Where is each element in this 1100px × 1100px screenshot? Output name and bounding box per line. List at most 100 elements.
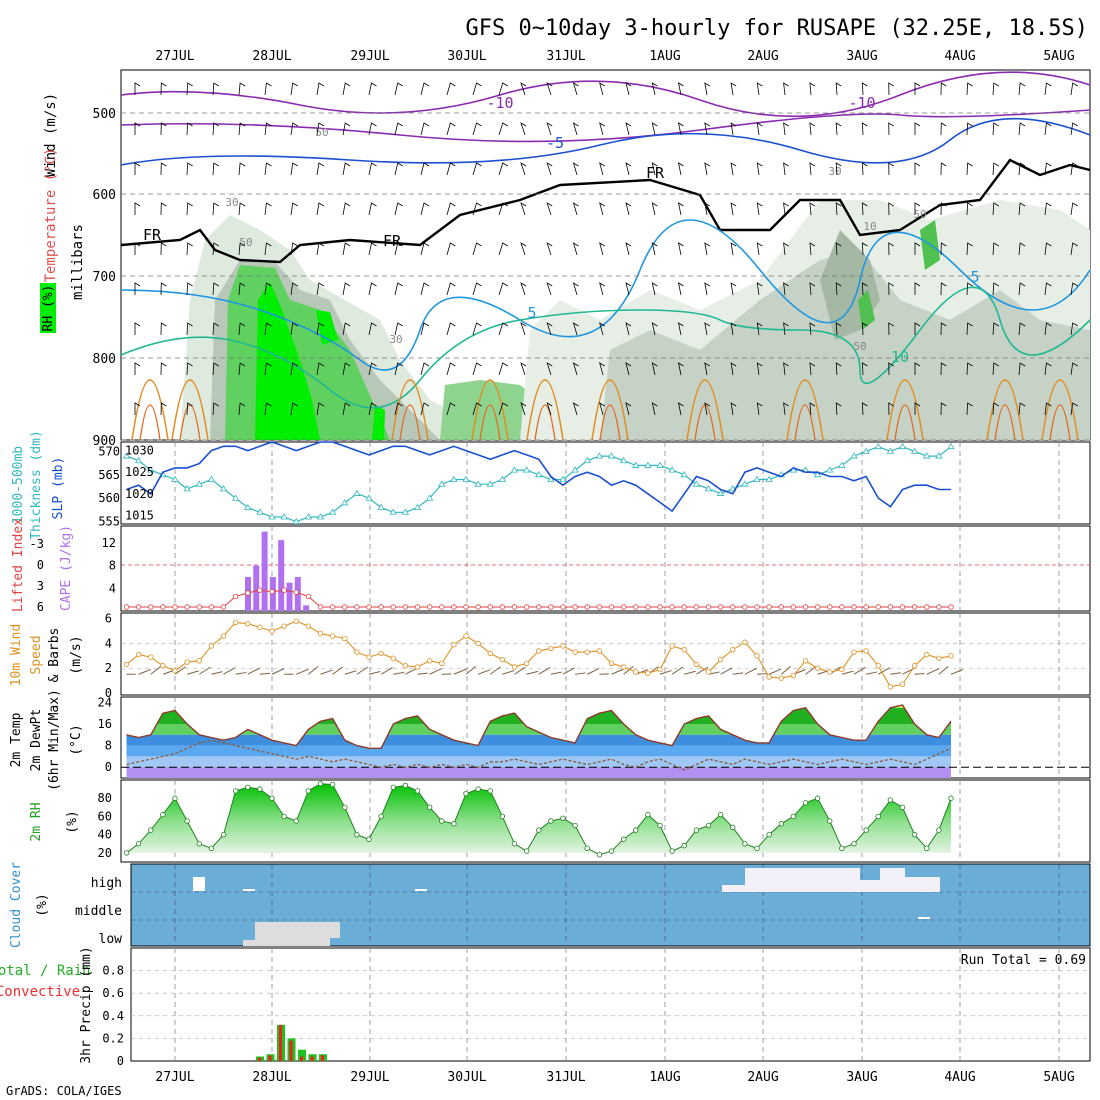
lifted-index-line-point bbox=[390, 604, 396, 610]
wind-barb bbox=[212, 362, 220, 376]
wind-barb bbox=[394, 362, 403, 376]
thickness-line-point bbox=[450, 475, 458, 482]
wind-barb bbox=[520, 322, 527, 336]
wind-barb bbox=[472, 82, 482, 96]
lifted-index-line-point bbox=[620, 604, 627, 610]
wind-barb bbox=[940, 362, 947, 376]
wind-barb bbox=[1070, 202, 1078, 216]
wind-barb bbox=[520, 282, 527, 296]
lifted-index-line-point bbox=[572, 604, 578, 610]
thickness-line-point bbox=[353, 489, 361, 496]
wind-barb bbox=[238, 122, 246, 136]
lifted-index-line-point bbox=[366, 604, 372, 610]
wind-tick-label: 0 bbox=[105, 686, 112, 700]
contour-label: 50 bbox=[853, 340, 866, 353]
wind-barb bbox=[472, 162, 482, 176]
thickness-line-point bbox=[171, 475, 179, 482]
rh-line-point bbox=[160, 811, 166, 818]
precip-conv-bar bbox=[289, 1040, 293, 1061]
contour-label: 5 bbox=[970, 268, 979, 286]
wind-barb bbox=[1018, 82, 1026, 96]
wind-barb bbox=[940, 242, 947, 256]
date-label-top: 28JUL bbox=[252, 49, 291, 64]
rh-line-point bbox=[536, 827, 542, 833]
lifted-index-line-point bbox=[281, 587, 287, 593]
wind-barb bbox=[446, 202, 456, 216]
wind-barb bbox=[546, 282, 553, 296]
date-label-top: 30JUL bbox=[447, 49, 486, 64]
thickness-line-point bbox=[692, 480, 701, 487]
rh-line-point bbox=[851, 841, 857, 847]
wind-barb bbox=[835, 282, 842, 296]
thickness-line-point bbox=[607, 452, 616, 459]
wind-barb bbox=[651, 242, 658, 256]
wind-barb-10m bbox=[744, 667, 757, 675]
thickness-line-point bbox=[935, 452, 943, 459]
wind-barb-10m bbox=[247, 667, 260, 675]
lifted-index-label: Lifted Index bbox=[11, 518, 26, 612]
high-cloud-cell bbox=[193, 877, 205, 891]
lifted-index-line-point bbox=[899, 604, 906, 610]
cloud-unit-label: (%) bbox=[35, 893, 50, 916]
wind-barb bbox=[316, 282, 325, 296]
wind-speed-line-point bbox=[172, 668, 178, 674]
precip-conv-bar bbox=[279, 1024, 282, 1061]
lifted-index-line-point bbox=[245, 590, 251, 596]
contour-15 bbox=[391, 379, 429, 441]
wind-barb bbox=[940, 282, 947, 296]
wind-barb bbox=[520, 242, 527, 256]
wind-barb bbox=[572, 362, 579, 376]
rh-line-point bbox=[766, 831, 772, 838]
lifted-index-line-point bbox=[596, 604, 603, 610]
wind-barb bbox=[783, 82, 789, 96]
wind-barb bbox=[368, 242, 377, 256]
cape-tick-label: 4 bbox=[109, 581, 116, 595]
thickness-line-point bbox=[304, 513, 313, 520]
wind-barb bbox=[992, 362, 1000, 376]
wind-speed-line-point bbox=[899, 681, 906, 688]
minmax-label: (6hr Min/Max) bbox=[47, 689, 62, 791]
wind-speed-line-point bbox=[451, 642, 457, 648]
wind-barb-10m bbox=[550, 671, 562, 675]
wind-barb bbox=[888, 362, 894, 376]
wind-barb bbox=[134, 202, 141, 215]
wind-barb-10m bbox=[198, 666, 211, 675]
lifted-index-line-point bbox=[936, 604, 942, 610]
thickness-line-point bbox=[947, 442, 955, 450]
wind-barb bbox=[446, 402, 456, 416]
wind-barb bbox=[520, 202, 527, 216]
wind-barb bbox=[368, 402, 377, 416]
wind-barb-10m bbox=[926, 668, 939, 675]
wind-barb bbox=[888, 402, 894, 416]
wind-barb bbox=[420, 122, 430, 136]
wind-barb bbox=[756, 322, 763, 336]
wind-barb bbox=[756, 242, 763, 256]
wind-speed-line-point bbox=[354, 649, 360, 655]
wind-barb bbox=[730, 282, 737, 296]
rh-line-point bbox=[135, 841, 142, 847]
wind-barb bbox=[1044, 322, 1052, 336]
wind-speed-line-point bbox=[633, 669, 639, 675]
wind-barb bbox=[599, 282, 605, 296]
wind-barb-10m bbox=[732, 672, 744, 675]
contour-15 bbox=[886, 379, 924, 441]
wind-barb bbox=[940, 322, 947, 336]
wind-barb bbox=[572, 242, 579, 256]
temp-tick-label: 8 bbox=[105, 739, 112, 753]
thickness-line-point bbox=[644, 461, 652, 468]
wind-speed-line-point bbox=[863, 648, 869, 654]
wind-barb bbox=[472, 282, 482, 296]
li-tick-label: 0 bbox=[37, 558, 44, 572]
lifted-index-line-point bbox=[305, 593, 312, 600]
rh-line-point bbox=[172, 795, 178, 801]
thickness-line-point bbox=[583, 456, 591, 464]
precip-conv-bar bbox=[310, 1056, 314, 1061]
wind-barb bbox=[520, 402, 527, 416]
wind-barb bbox=[809, 362, 816, 376]
wind-speed-line-point bbox=[742, 639, 748, 645]
wind-speed-line-point bbox=[232, 619, 239, 626]
wind-barb bbox=[861, 162, 868, 176]
wind-barb bbox=[835, 82, 842, 96]
low-cloud-area bbox=[243, 922, 340, 946]
wind-barb bbox=[212, 322, 220, 336]
